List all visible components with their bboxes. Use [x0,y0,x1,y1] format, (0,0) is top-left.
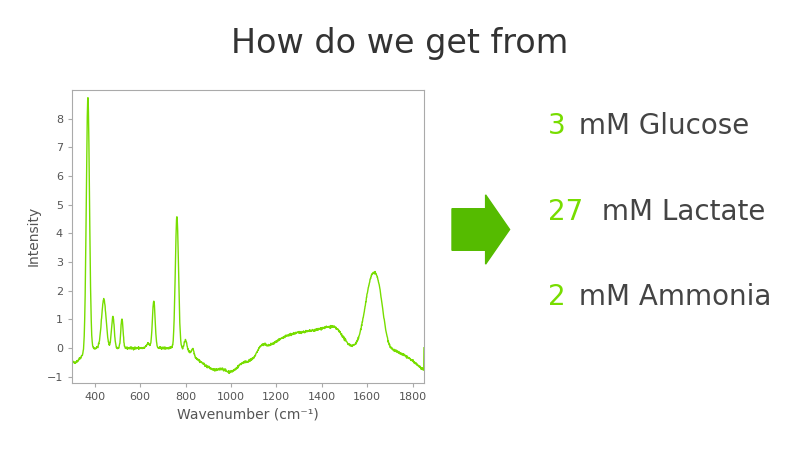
FancyArrow shape [452,195,510,264]
Text: mM Glucose: mM Glucose [570,112,750,140]
Text: How do we get from: How do we get from [231,27,569,60]
X-axis label: Wavenumber (cm⁻¹): Wavenumber (cm⁻¹) [177,407,319,421]
Text: mM Lactate: mM Lactate [593,198,765,225]
Text: mM Ammonia: mM Ammonia [570,283,772,311]
Y-axis label: Intensity: Intensity [27,206,41,266]
Text: 2: 2 [548,283,566,311]
Text: 3: 3 [548,112,566,140]
Text: 27: 27 [548,198,583,225]
